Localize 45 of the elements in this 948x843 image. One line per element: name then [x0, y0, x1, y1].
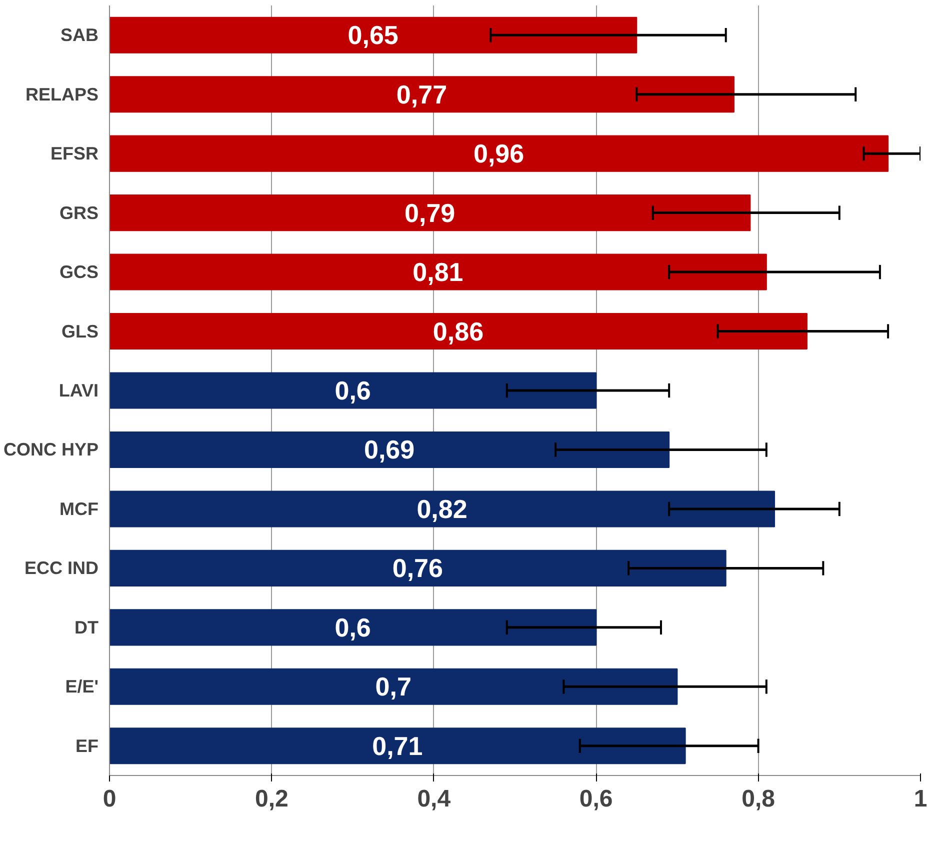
bar [110, 609, 597, 646]
data-label: 0,81 [412, 257, 464, 288]
y-tick-label: EF [76, 736, 99, 756]
x-tick-label: 0,2 [255, 786, 288, 812]
x-tick-label: 1 [914, 786, 928, 812]
data-label: 0,86 [432, 316, 484, 346]
bar [110, 16, 638, 54]
bar [110, 668, 678, 705]
data-label: 0,7 [375, 672, 412, 702]
y-tick-label: SAB [60, 25, 99, 46]
data-label: 0,69 [364, 434, 415, 465]
bar [110, 431, 670, 468]
bar [110, 728, 686, 764]
y-tick-label: EFSR [50, 144, 99, 164]
bar [110, 372, 597, 409]
x-tick-label: 0 [102, 786, 116, 812]
y-tick-label: CONC HYP [3, 440, 99, 460]
bar [110, 313, 808, 350]
y-tick-label: GLS [62, 321, 99, 342]
x-tick-label: 0,6 [579, 786, 613, 812]
bar [110, 194, 751, 232]
bar [110, 135, 889, 172]
x-tick-label: 0,4 [417, 786, 452, 812]
data-label: 0,65 [348, 20, 398, 50]
bar [110, 550, 726, 586]
y-tick-label: GRS [59, 202, 99, 223]
y-tick-label: ECC IND [24, 558, 99, 578]
y-tick-label: E/E' [65, 676, 99, 697]
x-tick-label: 0,8 [742, 786, 775, 812]
bar [110, 490, 776, 528]
data-label: 0,71 [372, 730, 423, 761]
data-label: 0,79 [404, 198, 456, 228]
y-tick-label: LAVI [58, 380, 99, 400]
data-label: 0,96 [473, 138, 524, 169]
data-label: 0,77 [396, 79, 448, 110]
y-tick-label: MCF [60, 498, 99, 519]
bar [110, 76, 734, 113]
y-tick-label: DT [74, 617, 99, 638]
data-label: 0,82 [416, 494, 468, 524]
data-label: 0,6 [334, 376, 371, 406]
bar [110, 254, 767, 290]
y-tick-label: RELAPS [25, 84, 99, 104]
data-label: 0,76 [392, 553, 443, 584]
y-tick-label: GCS [59, 262, 99, 282]
data-label: 0,6 [334, 612, 371, 642]
